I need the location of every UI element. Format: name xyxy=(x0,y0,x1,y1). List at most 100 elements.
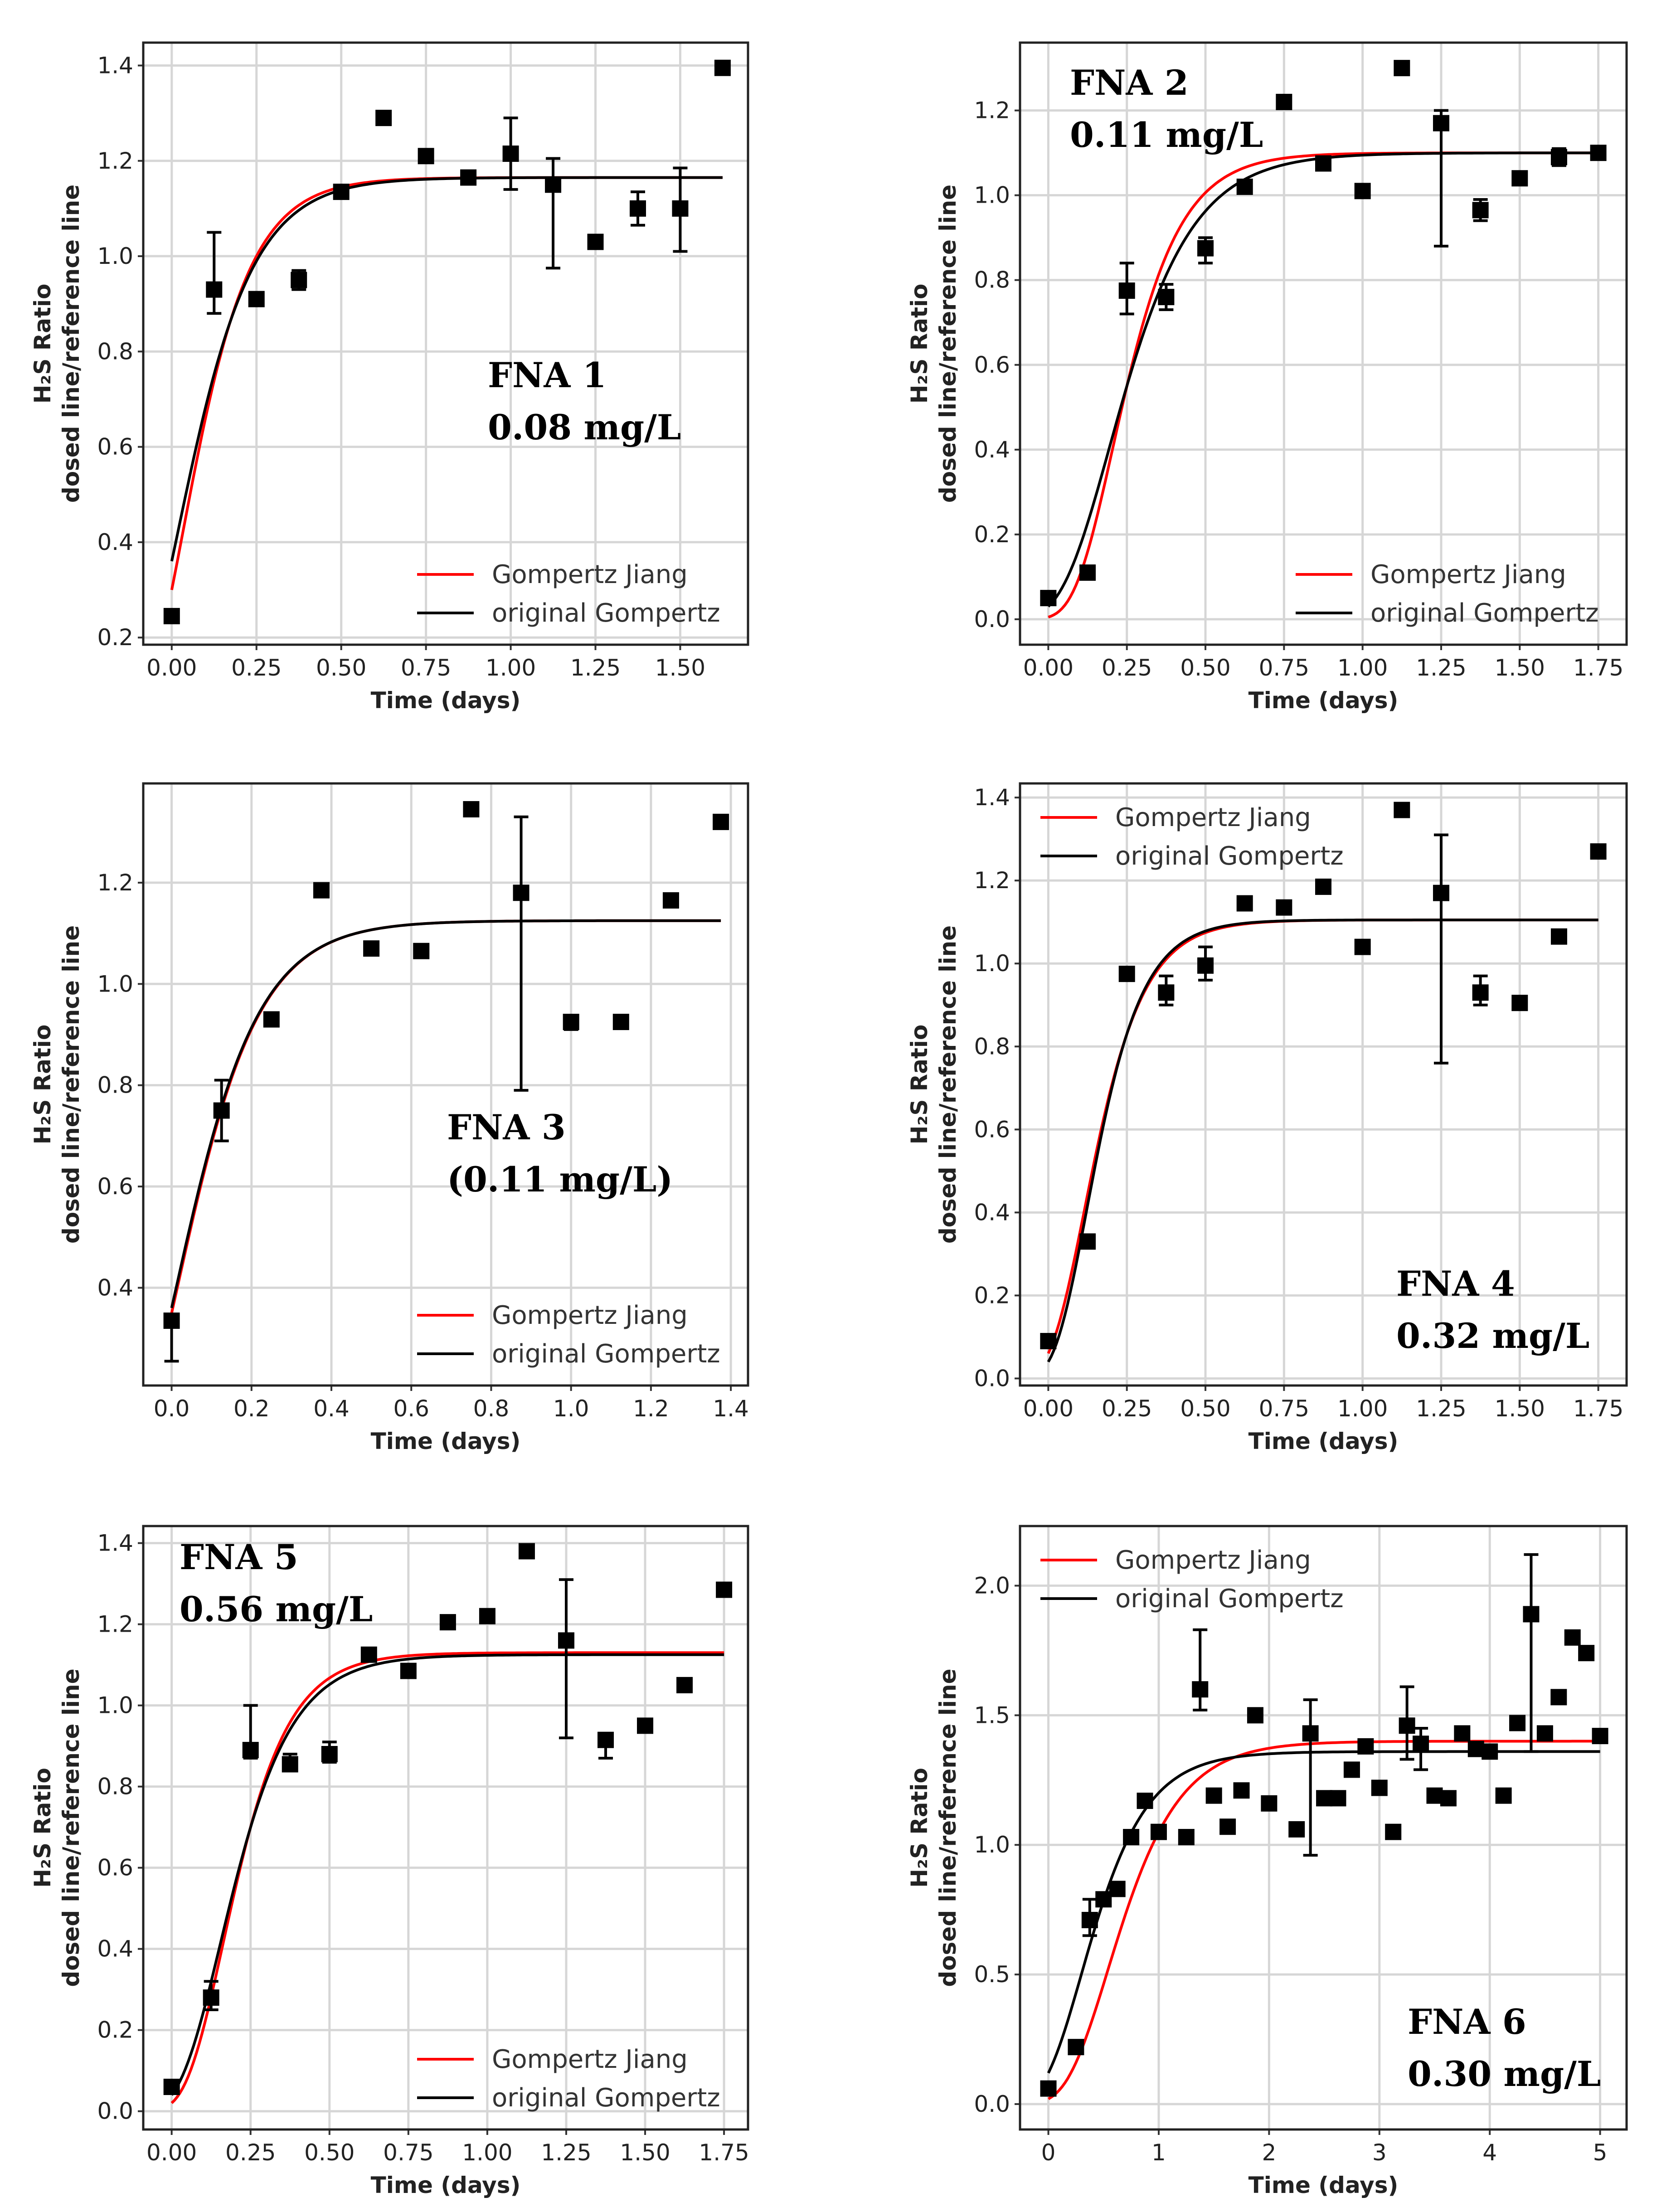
legend-label: Gompertz Jiang xyxy=(492,2045,688,2074)
x-tick-label: 4 xyxy=(1482,2139,1497,2166)
panel-annotation: 0.56 mg/L xyxy=(180,1589,373,1629)
y-tick-label: 0.5 xyxy=(974,1961,1010,1988)
data-point xyxy=(1330,1790,1346,1807)
gompertz-jiang-curve xyxy=(1047,919,1598,1354)
y-tick-label: 0.8 xyxy=(974,1033,1010,1060)
data-point xyxy=(1399,1717,1415,1734)
data-point xyxy=(203,1989,219,2006)
data-point xyxy=(1276,899,1292,916)
y-axis-label: H₂S Ratio xyxy=(29,1768,56,1888)
data-point xyxy=(206,281,223,298)
x-tick-label: 1.4 xyxy=(713,1395,749,1422)
y-tick-label: 1.2 xyxy=(97,148,133,174)
data-point xyxy=(1467,1740,1484,1757)
legend-label: original Gompertz xyxy=(492,598,720,628)
x-tick-label: 1.00 xyxy=(462,2139,512,2166)
y-axis-label: H₂S Ratio xyxy=(906,284,933,404)
data-point xyxy=(313,882,330,899)
x-tick-label: 0.50 xyxy=(1180,655,1230,681)
data-point xyxy=(1354,938,1371,955)
x-tick-label: 0 xyxy=(1041,2139,1056,2166)
plot-frame xyxy=(142,41,749,646)
x-tick-label: 1.75 xyxy=(699,2139,749,2166)
x-tick-label: 0.75 xyxy=(1259,655,1309,681)
y-tick-label: 1.2 xyxy=(97,1611,133,1638)
data-point xyxy=(1123,1829,1140,1846)
x-tick-label: 5 xyxy=(1593,2139,1608,2166)
legend-label: original Gompertz xyxy=(1370,598,1599,628)
data-point xyxy=(713,813,729,830)
x-tick-label: 1 xyxy=(1151,2139,1166,2166)
data-point xyxy=(1079,564,1096,581)
data-point xyxy=(1040,590,1057,607)
original-gompertz-curve xyxy=(170,919,721,1308)
x-axis-label: Time (days) xyxy=(1248,2172,1399,2198)
x-tick-label: 0.25 xyxy=(225,2139,276,2166)
data-point xyxy=(1426,1787,1443,1804)
data-point xyxy=(714,59,731,76)
data-point xyxy=(1385,1823,1402,1840)
gompertz-jiang-curve xyxy=(1048,1740,1600,2100)
y-tick-label: 0.8 xyxy=(97,1072,133,1099)
data-point xyxy=(460,169,477,186)
y-tick-label: 1.4 xyxy=(97,52,133,78)
panel-6: 0 1 2 3 4 5 0.0 0.5 1.0 1.5 2.0 Time (days) H₂S Rati… xyxy=(906,1525,1628,2198)
data-point xyxy=(1081,1912,1098,1929)
data-point xyxy=(1433,885,1449,901)
data-point xyxy=(1095,1891,1112,1908)
data-point xyxy=(360,1646,377,1663)
y-tick-label: 0.4 xyxy=(974,437,1010,463)
data-point xyxy=(1509,1715,1526,1731)
data-point xyxy=(1137,1793,1153,1809)
x-tick-label: 0.8 xyxy=(473,1395,510,1422)
data-point xyxy=(1118,966,1135,982)
data-point xyxy=(1472,202,1489,219)
x-axis-label: Time (days) xyxy=(371,687,521,714)
gompertz-jiang-curve xyxy=(170,919,721,1314)
y-tick-label: 1.2 xyxy=(97,870,133,896)
y-axis-label: H₂S Ratio xyxy=(906,1768,933,1888)
data-point xyxy=(1158,984,1175,1001)
data-point xyxy=(1205,1787,1222,1804)
x-tick-label: 1.2 xyxy=(633,1395,669,1422)
original-gompertz-curve xyxy=(170,1653,724,2096)
y-axis-label: H₂S Ratio xyxy=(29,284,56,404)
y-tick-label: 0.6 xyxy=(97,1855,133,1881)
y-tick-label: 0.8 xyxy=(97,1774,133,1800)
data-point xyxy=(1564,1629,1581,1646)
data-point xyxy=(1247,1707,1263,1724)
panel-annotation: 0.11 mg/L xyxy=(1070,115,1263,155)
data-point xyxy=(1233,1782,1250,1799)
data-point xyxy=(463,801,480,817)
x-tick-label: 0.00 xyxy=(1023,1395,1074,1422)
panel-annotation: FNA 1 xyxy=(488,355,607,395)
data-point xyxy=(597,1731,614,1748)
data-point xyxy=(1315,155,1331,172)
y-tick-label: 1.2 xyxy=(974,97,1010,124)
data-point xyxy=(672,200,689,217)
panel-annotation: FNA 6 xyxy=(1408,2002,1526,2042)
y-tick-label: 1.0 xyxy=(97,1692,133,1719)
y-tick-label: 0.6 xyxy=(974,1116,1010,1142)
data-point xyxy=(1536,1725,1553,1742)
x-tick-label: 1.00 xyxy=(1337,1395,1388,1422)
y-tick-label: 0.2 xyxy=(974,521,1010,548)
x-tick-label: 0.25 xyxy=(231,655,282,681)
panel-annotation: 0.30 mg/L xyxy=(1408,2054,1601,2094)
gompertz-jiang-curve xyxy=(1048,151,1598,619)
legend-label: Gompertz Jiang xyxy=(1115,1546,1311,1575)
panel-5: 0.00 0.25 0.50 0.75 1.00 1.25 1.50 1.75 0.0 0.2 0.… xyxy=(29,1525,749,2198)
data-point xyxy=(1197,957,1214,974)
panel-annotation: FNA 4 xyxy=(1396,1264,1515,1304)
data-point xyxy=(662,892,679,909)
panel-annotation: FNA 3 xyxy=(447,1107,566,1147)
data-point xyxy=(1482,1743,1498,1760)
x-tick-label: 0.25 xyxy=(1102,1395,1152,1422)
data-point xyxy=(1354,183,1371,199)
panel-annotation: 0.08 mg/L xyxy=(488,407,681,447)
x-tick-label: 1.75 xyxy=(1573,1395,1623,1422)
data-point xyxy=(1192,1681,1209,1698)
y-tick-label: 0.4 xyxy=(97,1274,133,1301)
data-point xyxy=(637,1717,654,1734)
